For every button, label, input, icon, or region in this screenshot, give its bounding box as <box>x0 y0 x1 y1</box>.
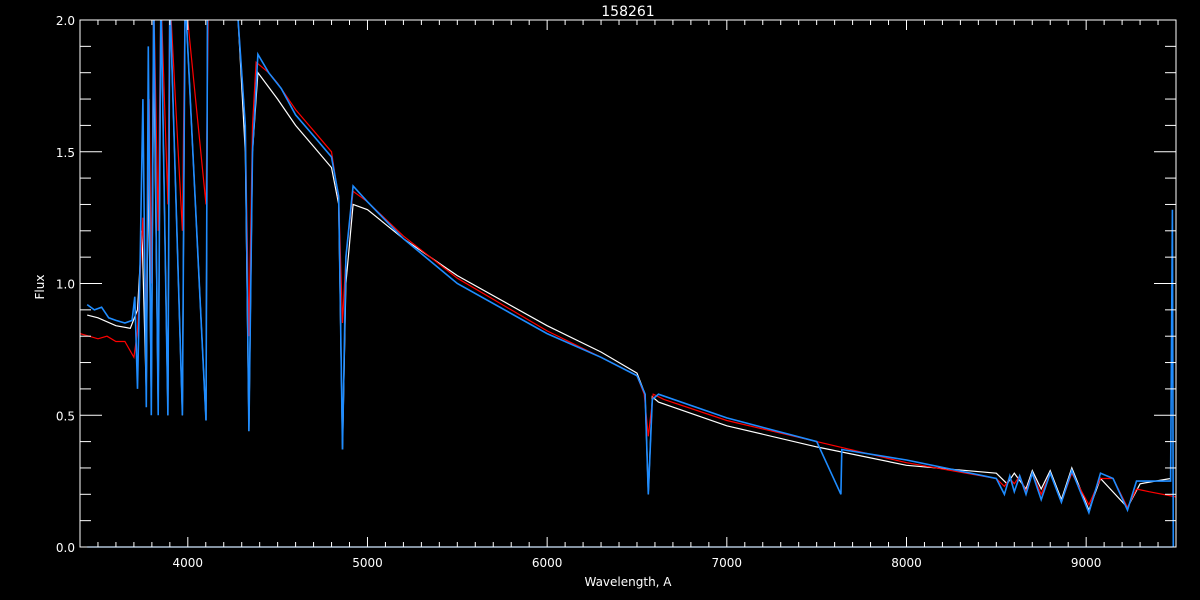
y-tick-label: 0.5 <box>56 409 75 423</box>
y-axis-label: Flux <box>33 275 47 300</box>
x-tick-label: 8000 <box>891 556 922 570</box>
x-tick-label: 9000 <box>1071 556 1102 570</box>
axes: 4000 5000 6000 7000 8000 9000 0.0 0.5 1.0 1.5 2.0 <box>56 14 1177 570</box>
plot-frame <box>79 19 1177 548</box>
x-axis-label: Wavelength, A <box>584 575 672 589</box>
series-line-1 <box>80 20 1176 509</box>
y-tick-label: 1.5 <box>56 146 75 160</box>
x-tick-label: 5000 <box>352 556 383 570</box>
y-tick-label: 0.0 <box>56 541 75 555</box>
x-tick-label: 7000 <box>712 556 743 570</box>
x-tick-label: 4000 <box>173 556 204 570</box>
y-tick-label: 2.0 <box>56 14 75 28</box>
chart-title: 158261 <box>601 4 654 20</box>
y-tick-label: 1.0 <box>56 278 75 292</box>
series-group <box>80 20 1176 548</box>
x-tick-label: 6000 <box>532 556 563 570</box>
series-line-2 <box>86 20 1175 548</box>
